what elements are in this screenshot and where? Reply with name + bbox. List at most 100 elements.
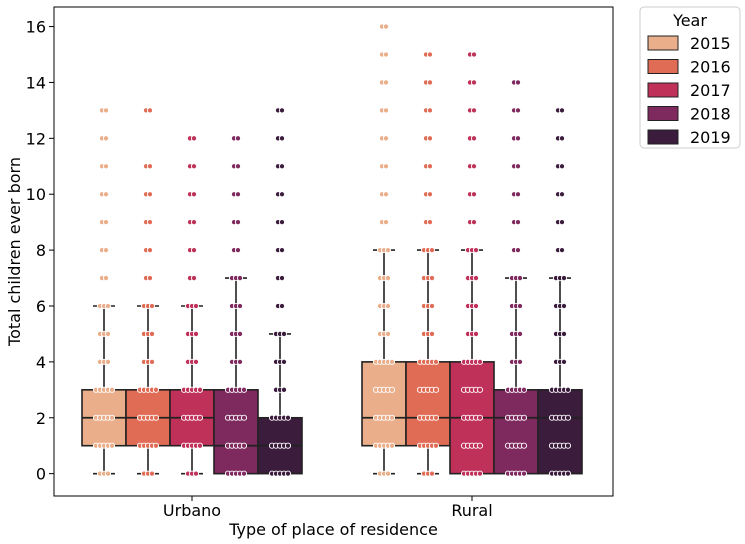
data-point — [470, 219, 478, 226]
data-point — [560, 274, 568, 282]
data-point — [146, 274, 154, 282]
data-point — [234, 247, 242, 254]
data-point — [520, 470, 528, 477]
data-point — [280, 330, 288, 337]
data-point — [516, 330, 524, 337]
legend-title: Year — [672, 11, 707, 30]
data-point — [470, 191, 478, 198]
data-point — [190, 163, 198, 170]
data-point — [190, 135, 198, 142]
data-point — [278, 191, 286, 198]
data-point — [192, 330, 200, 337]
data-point — [384, 470, 392, 477]
data-point — [236, 274, 244, 282]
data-point — [426, 79, 434, 86]
data-point — [428, 302, 436, 310]
data-point — [558, 163, 566, 170]
data-point — [278, 107, 286, 114]
data-point — [560, 302, 568, 310]
data-point — [432, 442, 440, 449]
data-point — [240, 470, 248, 477]
box-2018-Rural — [493, 389, 539, 475]
data-point — [472, 247, 480, 254]
data-point — [476, 414, 484, 421]
data-point — [382, 163, 390, 170]
legend-label-2017: 2017 — [690, 81, 731, 100]
x-tick-label: Rural — [451, 501, 492, 520]
data-point — [234, 191, 242, 198]
legend-label-2018: 2018 — [690, 105, 731, 124]
data-point — [278, 247, 286, 254]
data-point — [192, 470, 200, 477]
data-point — [152, 414, 160, 421]
y-tick-label: 16 — [26, 18, 46, 37]
data-point — [108, 386, 116, 393]
data-point — [284, 442, 292, 449]
legend-swatch-2016 — [647, 59, 679, 74]
data-point — [428, 274, 436, 282]
data-point — [520, 442, 528, 449]
data-point — [428, 470, 436, 477]
data-point — [564, 386, 572, 393]
plot-frame — [53, 6, 614, 497]
data-point — [190, 219, 198, 226]
data-point — [514, 79, 522, 86]
data-point — [104, 358, 112, 365]
data-point — [146, 107, 154, 114]
y-tick-label: 6 — [36, 297, 46, 316]
x-axis-label: Type of place of residence — [228, 520, 438, 539]
x-tick-label: Urbano — [163, 501, 221, 520]
data-point — [514, 191, 522, 198]
data-point — [428, 247, 436, 254]
data-point — [384, 302, 392, 310]
data-point — [432, 358, 440, 365]
y-tick-label: 2 — [36, 409, 46, 428]
data-point — [234, 219, 242, 226]
data-point — [470, 135, 478, 142]
data-point — [146, 163, 154, 170]
data-point — [234, 135, 242, 142]
data-point — [514, 163, 522, 170]
data-point — [476, 358, 484, 365]
y-tick-label: 4 — [36, 353, 46, 372]
data-point — [280, 386, 288, 393]
data-point — [196, 442, 204, 449]
data-point — [514, 247, 522, 254]
data-point — [190, 247, 198, 254]
data-point — [558, 135, 566, 142]
data-point — [426, 219, 434, 226]
data-point — [190, 274, 198, 282]
data-point — [152, 442, 160, 449]
data-point — [146, 247, 154, 254]
data-point — [102, 219, 110, 226]
data-point — [514, 219, 522, 226]
data-point — [514, 107, 522, 114]
data-point — [108, 414, 116, 421]
data-point — [432, 414, 440, 421]
legend-swatch-2019 — [647, 129, 679, 145]
data-point — [102, 107, 110, 114]
legend-swatch-2017 — [647, 82, 679, 98]
data-point — [278, 219, 286, 226]
data-point — [426, 135, 434, 142]
data-point — [148, 330, 156, 337]
data-point — [196, 414, 204, 421]
data-point — [558, 107, 566, 114]
box-2019-Rural — [537, 389, 583, 475]
data-point — [558, 191, 566, 198]
data-point — [470, 51, 478, 58]
data-point — [520, 414, 528, 421]
legend-swatch-2018 — [647, 106, 679, 121]
data-point — [236, 330, 244, 337]
data-point — [102, 135, 110, 142]
data-point — [146, 219, 154, 226]
data-point — [148, 302, 156, 310]
data-point — [104, 470, 112, 477]
data-point — [278, 274, 286, 282]
data-point — [476, 386, 484, 393]
data-point — [516, 358, 524, 365]
data-point — [470, 79, 478, 86]
data-point — [560, 330, 568, 337]
